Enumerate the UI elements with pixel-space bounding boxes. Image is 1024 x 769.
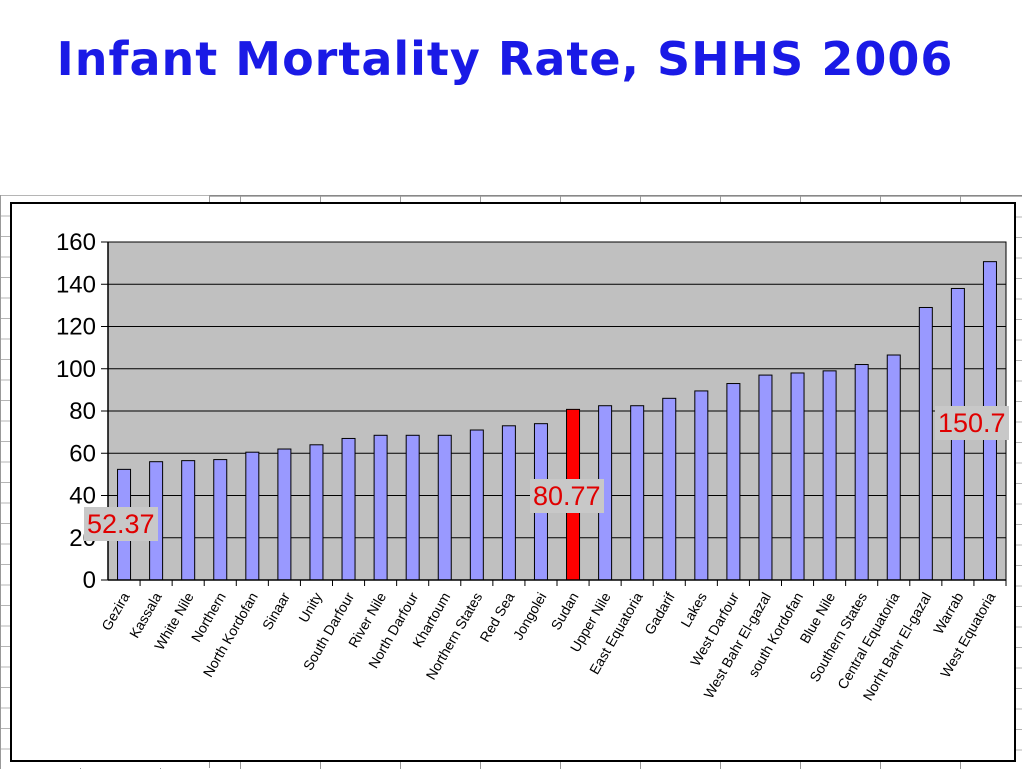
bar-blue-nile xyxy=(822,370,837,581)
data-label-gezira: 52.37 xyxy=(84,507,158,541)
y-tick-label-100: 100 xyxy=(56,356,96,383)
category-label-unity: Unity xyxy=(295,590,325,626)
bar-gadarif xyxy=(662,397,677,581)
bar-south-kordofan xyxy=(790,372,805,581)
bar-southern-states xyxy=(854,364,869,581)
y-tick-label-140: 140 xyxy=(56,271,96,298)
category-label-sudan: Sudan xyxy=(548,590,582,633)
bar-unity xyxy=(309,444,324,581)
bar-west-darfour xyxy=(726,383,741,581)
bar-khartoum xyxy=(437,434,452,581)
bar-chart: 020406080100120140160GeziraKassalaWhite … xyxy=(56,229,1007,703)
bar-red-sea xyxy=(501,425,516,581)
category-label-lakes: Lakes xyxy=(677,590,710,630)
bar-west-bahr-el-gazal xyxy=(758,374,773,581)
data-label-sudan: 80.77 xyxy=(530,479,604,513)
bar-north-kordofan xyxy=(245,451,260,581)
bar-east-equatoria xyxy=(630,405,645,581)
bar-north-darfour xyxy=(405,434,420,581)
chart-container[interactable]: 0 20 40 60 80 100 120 140 160 Gezira Kassala White … xyxy=(10,202,1016,762)
y-tick-label-80: 80 xyxy=(69,398,96,425)
category-label-sinaar: Sinaar xyxy=(259,589,293,632)
y-tick-label-40: 40 xyxy=(69,483,96,510)
y-tick-label-160: 160 xyxy=(56,229,96,256)
slide-title: Infant Mortality Rate, SHHS 2006 xyxy=(56,32,954,86)
bar-white-nile xyxy=(181,460,196,581)
category-label-gezira: Gezira xyxy=(98,589,133,633)
y-tick-label-60: 60 xyxy=(69,440,96,467)
bar-northern xyxy=(213,459,228,581)
data-label-west-equatoria: 150.7 xyxy=(935,406,1009,440)
category-label-gadarif: Gadarif xyxy=(641,589,678,637)
bar-south-darfour xyxy=(341,437,356,581)
bar-sinaar xyxy=(277,448,292,581)
y-tick-label-0: 0 xyxy=(83,567,96,594)
bar-northern-states xyxy=(469,429,484,581)
bar-central-equatoria xyxy=(886,354,901,581)
bar-river-nile xyxy=(373,434,388,581)
bar-norht-bahr-el-gazal xyxy=(918,306,933,581)
bar-lakes xyxy=(694,390,709,581)
y-tick-label-120: 120 xyxy=(56,314,96,341)
